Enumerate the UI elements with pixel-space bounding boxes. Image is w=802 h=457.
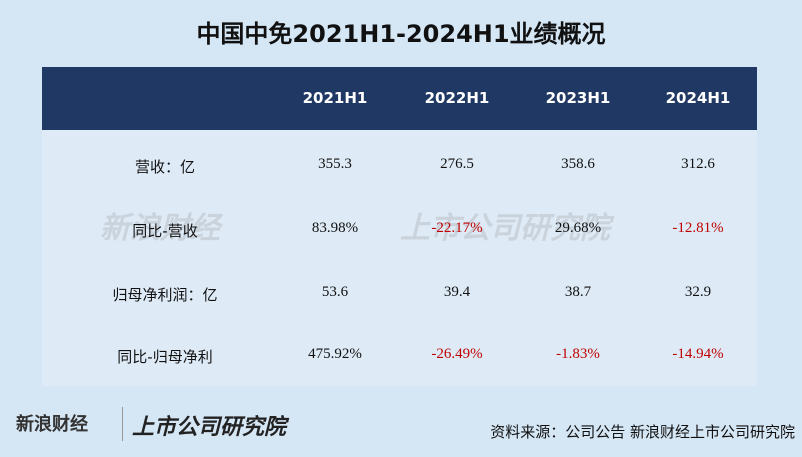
cell: -1.83%: [556, 346, 600, 362]
cell: 29.68%: [554, 220, 602, 236]
row-label: 同比-营收: [132, 222, 198, 240]
cell: 276.5: [440, 156, 474, 172]
cell: -12.81%: [672, 220, 724, 236]
table-header: [42, 67, 757, 130]
cell: 38.7: [564, 284, 592, 300]
cell: 475.92%: [308, 346, 362, 362]
cell: 312.6: [681, 156, 715, 172]
header-cell: 2022H1: [424, 89, 490, 107]
watermark: 上市公司研究院: [400, 211, 610, 246]
cell: 83.98%: [311, 220, 359, 236]
header-cell: 2023H1: [545, 89, 611, 107]
row-label: 归母净利润：亿: [112, 286, 218, 304]
header-cell: 2024H1: [665, 89, 731, 107]
cell: 32.9: [684, 284, 712, 300]
cell: 39.4: [443, 284, 471, 300]
header-cell: 2021H1: [302, 89, 368, 107]
table-body: [42, 130, 757, 386]
row-label: 营收：亿: [134, 158, 195, 176]
watermark: 新浪财经: [100, 211, 220, 246]
source: 资料来源：公司公告 新浪财经上市公司研究院: [490, 423, 795, 441]
logo: 新浪财经: [16, 414, 88, 435]
cell: -14.94%: [672, 346, 724, 362]
cell: 358.6: [561, 156, 595, 172]
row-label: 同比-归母净利: [117, 348, 213, 366]
separator: [122, 407, 123, 441]
institute-logo: 上市公司研究院: [132, 415, 287, 440]
cell: 355.3: [318, 156, 352, 172]
cell: 53.6: [321, 284, 349, 300]
cell: -22.17%: [431, 220, 483, 236]
cell: -26.49%: [431, 346, 483, 362]
title: 中国中免2021H1-2024H1业绩概况: [196, 20, 606, 48]
